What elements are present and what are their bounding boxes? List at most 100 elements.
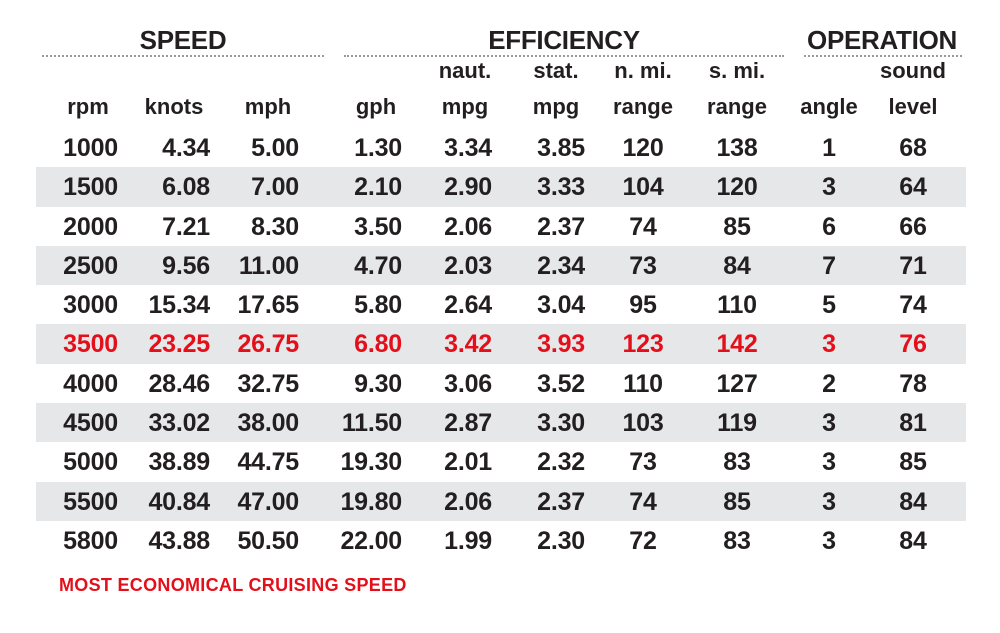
cell-stat_mpg: 3.85 [537, 134, 585, 162]
cell-gph: 3.50 [354, 212, 402, 241]
column-header-stat_mpg-line1: stat. [533, 58, 579, 83]
cell-stat_mpg: 3.93 [537, 330, 585, 359]
cell-gph: 5.80 [354, 291, 402, 320]
cell-stat_mpg: 2.37 [537, 212, 585, 241]
cell-gph: 1.30 [354, 134, 402, 162]
column-header-naut_mpg-line1: naut. [438, 58, 492, 83]
group-rule-speed [42, 55, 324, 57]
cell-nmi_range: 74 [629, 212, 657, 241]
cell-angle: 6 [822, 212, 836, 241]
cell-sound: 68 [899, 134, 927, 162]
cell-smi_range: 110 [717, 291, 757, 320]
table-row: 4500 33.02 38.00 11.50 2.87 3.30 103 119 3 81 [36, 403, 966, 443]
group-rule-operation [804, 55, 962, 57]
column-header-sound-line2: level [888, 94, 938, 119]
cell-gph: 6.80 [354, 330, 402, 359]
cell-naut_mpg: 2.01 [444, 448, 492, 477]
cell-angle: 3 [822, 173, 836, 202]
cell-knots: 43.88 [148, 526, 210, 555]
cell-mph: 38.00 [237, 409, 299, 438]
cell-gph: 9.30 [354, 369, 402, 398]
cell-gph: 2.10 [354, 173, 402, 202]
cell-angle: 3 [822, 330, 836, 359]
cell-angle: 3 [822, 487, 836, 516]
cell-sound: 66 [899, 212, 927, 241]
cell-sound: 84 [899, 526, 927, 555]
cell-naut_mpg: 2.87 [444, 409, 492, 438]
cell-knots: 7.21 [162, 212, 210, 241]
cell-naut_mpg: 1.99 [444, 526, 492, 555]
performance-table: 1000 4.34 5.00 1.30 3.34 3.85 120 138 1 68 1500 6.0… [36, 128, 966, 560]
cell-sound: 85 [899, 448, 927, 477]
cell-gph: 19.80 [340, 487, 402, 516]
cell-knots: 23.25 [148, 330, 210, 359]
cell-naut_mpg: 3.06 [444, 369, 492, 398]
cell-nmi_range: 120 [622, 134, 664, 162]
cell-nmi_range: 104 [622, 173, 664, 202]
cell-stat_mpg: 2.37 [537, 487, 585, 516]
cell-knots: 40.84 [148, 487, 210, 516]
cell-naut_mpg: 3.34 [444, 134, 492, 162]
cell-nmi_range: 72 [629, 526, 657, 555]
cell-smi_range: 85 [723, 487, 751, 516]
cell-sound: 78 [899, 369, 927, 398]
cell-smi_range: 127 [716, 369, 758, 398]
cell-mph: 17.65 [237, 291, 299, 320]
cell-rpm: 1000 [63, 134, 118, 162]
cell-knots: 28.46 [148, 369, 210, 398]
cell-knots: 4.34 [162, 134, 210, 162]
column-header-angle-line2: angle [800, 94, 858, 119]
table-row: 2000 7.21 8.30 3.50 2.06 2.37 74 85 6 66 [36, 207, 966, 246]
cell-mph: 11.00 [238, 251, 299, 280]
table-row: 4000 28.46 32.75 9.30 3.06 3.52 110 127 2 78 [36, 364, 966, 403]
cell-nmi_range: 73 [629, 251, 657, 280]
cell-stat_mpg: 3.30 [537, 409, 585, 438]
cell-naut_mpg: 2.64 [444, 291, 492, 320]
cell-naut_mpg: 2.06 [444, 487, 492, 516]
cell-rpm: 1500 [63, 173, 118, 202]
cell-smi_range: 84 [723, 251, 751, 280]
cell-smi_range: 138 [716, 134, 758, 162]
table-row: 5800 43.88 50.50 22.00 1.99 2.30 72 83 3 84 [36, 521, 966, 560]
cell-knots: 38.89 [148, 448, 210, 477]
cell-stat_mpg: 3.04 [537, 291, 585, 320]
table-row: 3500 23.25 26.75 6.80 3.42 3.93 123 142 3 76 [36, 324, 966, 364]
cell-smi_range: 85 [723, 212, 751, 241]
column-header-smi_range-line1: s. mi. [708, 58, 766, 83]
group-rule-efficiency [344, 55, 784, 57]
cell-naut_mpg: 3.42 [444, 330, 492, 359]
cell-gph: 4.70 [354, 251, 402, 280]
cell-rpm: 4000 [63, 369, 118, 398]
column-header-gph-line2: gph [355, 94, 397, 119]
cell-sound: 71 [899, 251, 927, 280]
cell-angle: 2 [822, 369, 836, 398]
table-row: 1000 4.34 5.00 1.30 3.34 3.85 120 138 1 68 [36, 128, 966, 167]
cell-stat_mpg: 2.30 [537, 526, 585, 555]
cell-mph: 7.00 [251, 173, 299, 202]
cell-angle: 3 [822, 448, 836, 477]
cell-mph: 44.75 [237, 448, 299, 477]
table-row: 5500 40.84 47.00 19.80 2.06 2.37 74 85 3 84 [36, 481, 966, 521]
cell-stat_mpg: 2.32 [537, 448, 585, 477]
cell-angle: 1 [822, 134, 836, 162]
cell-naut_mpg: 2.03 [444, 251, 492, 280]
cell-smi_range: 83 [723, 526, 751, 555]
cell-mph: 32.75 [237, 369, 299, 398]
cell-mph: 47.00 [237, 487, 299, 516]
column-header-naut_mpg-line2: mpg [441, 94, 489, 119]
group-title-efficiency: EFFICIENCY [488, 25, 640, 55]
cell-smi_range: 142 [716, 330, 758, 359]
column-header-knots-line2: knots [144, 94, 204, 119]
table-row: 2500 9.56 11.00 4.70 2.03 2.34 73 84 7 71 [36, 245, 966, 286]
table-row: 5000 38.89 44.75 19.30 2.01 2.32 73 83 3 85 [36, 442, 966, 481]
column-header-stat_mpg-line2: mpg [532, 94, 580, 119]
cell-mph: 8.30 [251, 212, 299, 241]
column-header-sound-line1: sound [880, 58, 946, 83]
column-header-nmi_range-line1: n. mi. [614, 58, 672, 83]
cell-knots: 6.08 [162, 173, 210, 202]
cell-nmi_range: 110 [623, 369, 663, 398]
cell-rpm: 4500 [63, 409, 118, 438]
cell-sound: 64 [899, 173, 927, 202]
cell-knots: 9.56 [162, 251, 210, 280]
cell-gph: 22.00 [340, 526, 402, 555]
